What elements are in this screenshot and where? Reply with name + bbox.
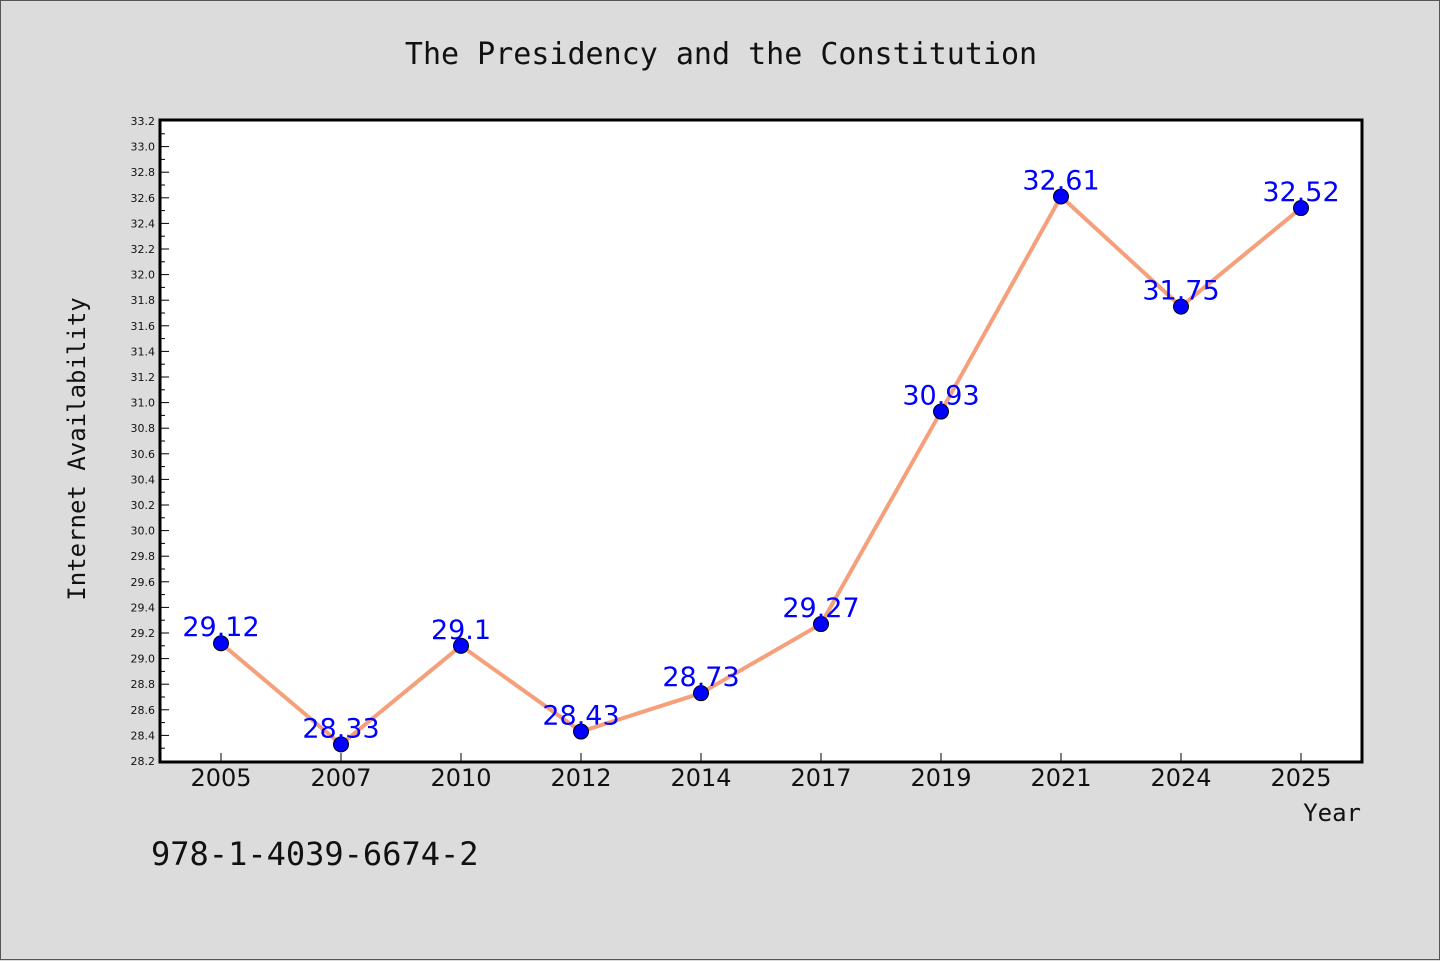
data-point bbox=[213, 635, 229, 652]
y-tick-label: 29.2 bbox=[131, 627, 156, 640]
x-tick-label: 2025 bbox=[1270, 764, 1331, 792]
x-tick-label: 2007 bbox=[310, 764, 371, 792]
data-point bbox=[1053, 188, 1069, 205]
x-tick-label: 2019 bbox=[910, 764, 971, 792]
plot-area bbox=[158, 118, 1364, 764]
y-tick-label: 30.8 bbox=[131, 422, 156, 435]
y-axis-title: Internet Availability bbox=[63, 297, 91, 600]
y-tick-label: 31.6 bbox=[131, 320, 156, 333]
data-point bbox=[1293, 200, 1309, 217]
x-axis-title: Year bbox=[1303, 799, 1361, 827]
y-tick-label: 32.4 bbox=[131, 217, 156, 230]
data-label: 32.52 bbox=[1262, 177, 1339, 208]
x-tick-label: 2021 bbox=[1030, 764, 1091, 792]
data-label: 31.75 bbox=[1142, 276, 1219, 307]
y-tick-label: 28.2 bbox=[131, 755, 156, 768]
y-tick-label: 29.8 bbox=[131, 550, 156, 563]
y-tick-label: 29.0 bbox=[131, 653, 156, 666]
x-axis: 2005 2007 2010 2012 2014 2017 2019 2021 2024 2025 bbox=[190, 753, 1332, 792]
x-tick-label: 2012 bbox=[550, 764, 611, 792]
data-point bbox=[693, 685, 709, 702]
data-point bbox=[813, 616, 829, 633]
y-tick-label: 31.4 bbox=[131, 345, 156, 358]
y-tick-label: 31.2 bbox=[131, 371, 156, 384]
series-line bbox=[219, 194, 1303, 747]
y-axis: 28.2 28.4 28.6 28.8 29.0 29.2 29.4 29.6 29.8 30.0… bbox=[131, 115, 169, 768]
y-tick-label: 33.0 bbox=[131, 141, 156, 154]
x-tick-label: 2024 bbox=[1150, 764, 1211, 792]
data-point bbox=[1173, 298, 1189, 315]
y-tick-label: 29.6 bbox=[131, 576, 156, 589]
data-label: 28.43 bbox=[542, 701, 619, 732]
y-tick-label: 32.2 bbox=[131, 243, 156, 256]
y-tick-label: 31.0 bbox=[131, 397, 156, 410]
data-label: 32.61 bbox=[1022, 166, 1099, 197]
y-tick-label: 32.8 bbox=[131, 166, 156, 179]
data-label: 29.1 bbox=[431, 615, 491, 646]
y-tick-label: 30.0 bbox=[131, 525, 156, 538]
data-point bbox=[453, 637, 469, 654]
data-label: 29.27 bbox=[782, 593, 859, 624]
isbn-label: 978-1-4039-6674-2 bbox=[151, 835, 479, 873]
y-tick-label: 31.8 bbox=[131, 294, 156, 307]
data-point bbox=[333, 736, 349, 753]
data-point bbox=[933, 403, 949, 420]
data-point bbox=[573, 723, 589, 740]
x-tick-label: 2010 bbox=[430, 764, 491, 792]
data-label: 29.12 bbox=[182, 612, 259, 643]
series-group: 29.12 28.33 29.1 28.43 28.73 29.27 30.93 32.61 3… bbox=[182, 166, 1340, 753]
data-label: 30.93 bbox=[902, 381, 979, 412]
y-tick-label: 32.6 bbox=[131, 192, 156, 205]
x-tick-label: 2017 bbox=[790, 764, 851, 792]
x-tick-label: 2014 bbox=[670, 764, 731, 792]
y-tick-label: 28.6 bbox=[131, 704, 156, 717]
data-label: 28.33 bbox=[302, 713, 379, 744]
y-tick-label: 33.2 bbox=[131, 115, 156, 128]
chart-title: The Presidency and the Constitution bbox=[405, 37, 1037, 72]
x-tick-label: 2005 bbox=[190, 764, 251, 792]
y-tick-label: 30.4 bbox=[131, 473, 156, 486]
y-tick-label: 29.4 bbox=[131, 601, 156, 614]
y-tick-label: 28.8 bbox=[131, 678, 156, 691]
y-tick-label: 32.0 bbox=[131, 269, 156, 282]
y-tick-label: 30.6 bbox=[131, 448, 156, 461]
data-label: 28.73 bbox=[662, 662, 739, 693]
y-tick-label: 28.4 bbox=[131, 729, 156, 742]
y-tick-label: 30.2 bbox=[131, 499, 156, 512]
